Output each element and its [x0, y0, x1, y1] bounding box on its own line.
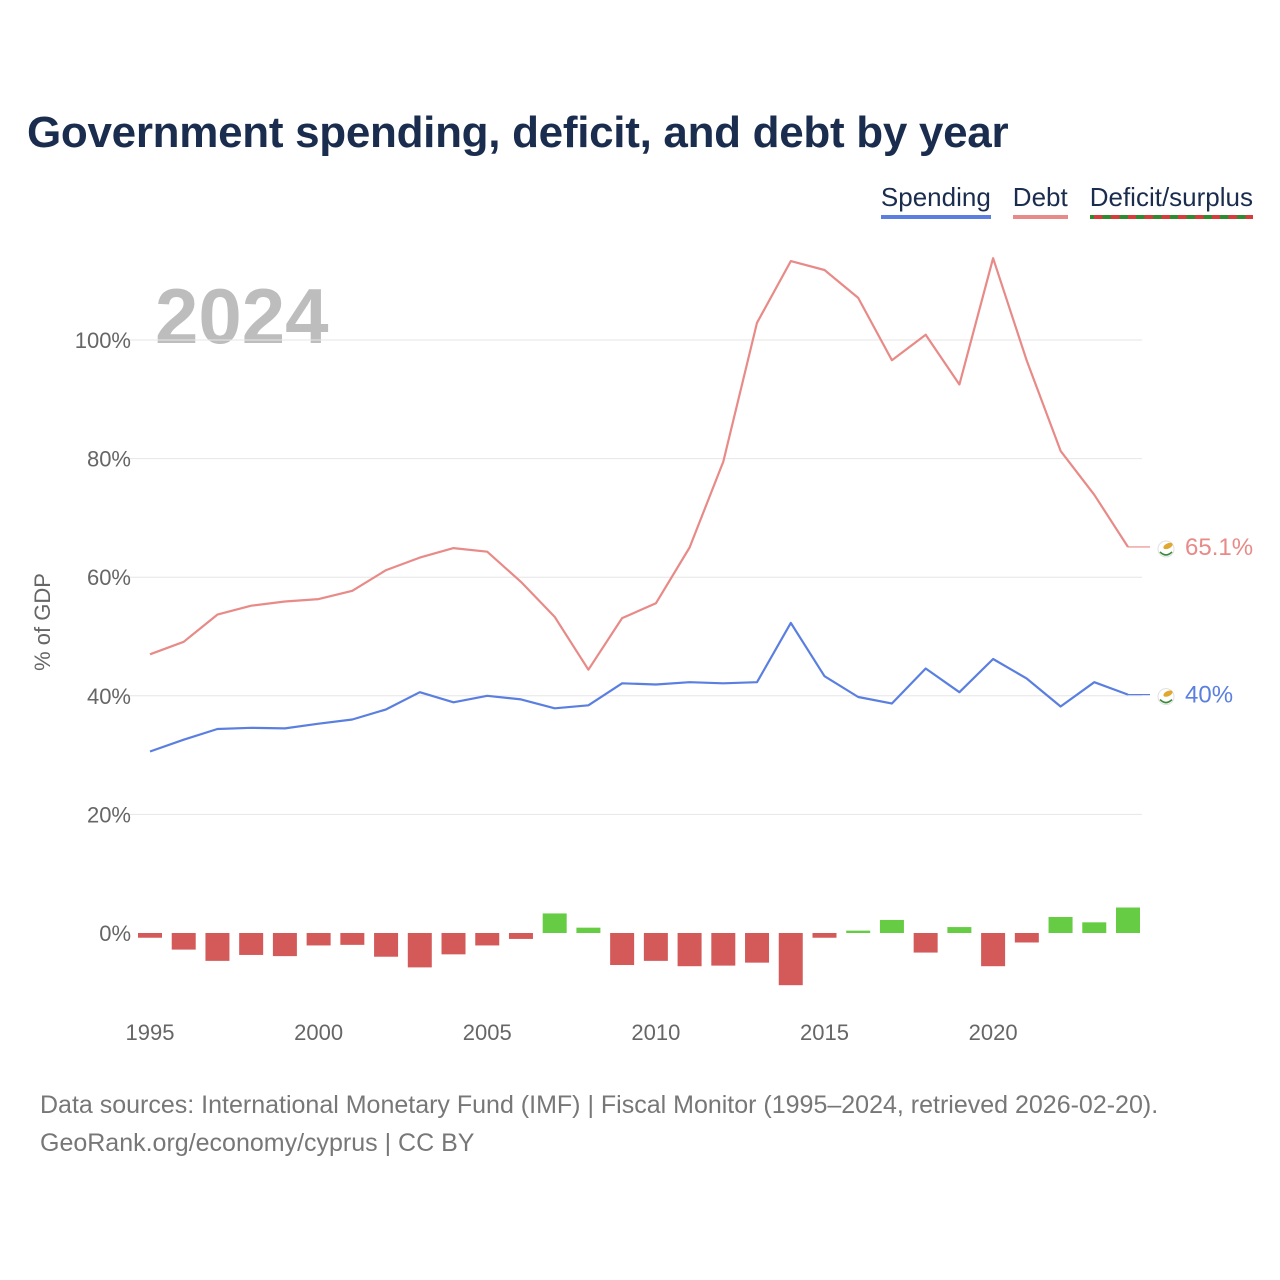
deficit-bar	[643, 933, 668, 961]
spending-line	[149, 621, 1129, 753]
y-tick-label: 20%	[87, 802, 131, 827]
deficit-bar	[610, 933, 635, 966]
debt-line	[149, 257, 1129, 671]
debt-end-label: 65.1%	[1185, 534, 1253, 561]
deficit-bar	[407, 933, 432, 968]
surplus-bar	[1082, 922, 1107, 933]
x-tick-label: 2000	[294, 1020, 343, 1045]
x-tick-label: 2020	[969, 1020, 1018, 1045]
surplus-bar	[947, 927, 972, 933]
spending-flag-branch-icon	[1159, 699, 1173, 704]
deficit-bar	[475, 933, 500, 946]
x-tick-label: 1995	[126, 1020, 175, 1045]
source-line-2: GeoRank.org/economy/cyprus | CC BY	[40, 1129, 475, 1157]
deficit-bar	[441, 933, 466, 955]
debt-flag-branch-icon	[1159, 551, 1173, 556]
legend-debt[interactable]: Debt	[1012, 182, 1068, 219]
deficit-bar	[745, 933, 770, 963]
debt-flag-island-icon	[1163, 542, 1173, 550]
deficit-bar	[711, 933, 736, 966]
deficit-bar	[1014, 933, 1039, 943]
y-tick-label: 0%	[99, 921, 131, 946]
deficit-bar	[272, 933, 297, 957]
deficit-bar	[508, 933, 533, 939]
chart-title: Government spending, deficit, and debt b…	[27, 108, 1009, 157]
spending-flag-island-icon	[1163, 690, 1173, 697]
y-axis-title: % of GDP	[30, 573, 55, 671]
deficit-bar	[171, 933, 196, 950]
deficit-bar	[778, 933, 803, 986]
deficit-bar	[239, 933, 264, 955]
deficit-bar	[913, 933, 938, 953]
source-note: Data sources: International Monetary Fun…	[40, 1086, 1158, 1162]
x-tick-label: 2015	[800, 1020, 849, 1045]
x-tick-label: 2010	[631, 1020, 680, 1045]
year-watermark: 2024	[155, 272, 329, 360]
surplus-bar	[542, 913, 567, 933]
y-tick-label: 40%	[87, 684, 131, 709]
spending-end-label: 40%	[1185, 682, 1233, 709]
surplus-bar	[576, 927, 601, 933]
x-tick-label: 2005	[463, 1020, 512, 1045]
source-line-1: Data sources: International Monetary Fun…	[40, 1091, 1159, 1119]
y-tick-label: 80%	[87, 447, 131, 472]
y-tick-label: 100%	[75, 328, 131, 353]
deficit-bar	[205, 933, 230, 961]
surplus-bar	[879, 919, 904, 933]
y-tick-label: 60%	[87, 565, 131, 590]
deficit-bar	[138, 933, 162, 938]
surplus-bar	[1116, 907, 1140, 933]
deficit-bar	[374, 933, 399, 957]
deficit-bar	[306, 933, 331, 946]
surplus-bar	[1048, 916, 1073, 933]
legend-spending[interactable]: Spending	[880, 182, 991, 219]
deficit-bar	[677, 933, 702, 967]
legend: Spending Debt Deficit/surplus	[880, 182, 1253, 219]
surplus-bar	[846, 930, 871, 933]
legend-deficit-surplus[interactable]: Deficit/surplus	[1089, 182, 1253, 219]
deficit-bar	[340, 933, 365, 945]
deficit-bar	[812, 933, 837, 938]
deficit-bar	[981, 933, 1006, 967]
